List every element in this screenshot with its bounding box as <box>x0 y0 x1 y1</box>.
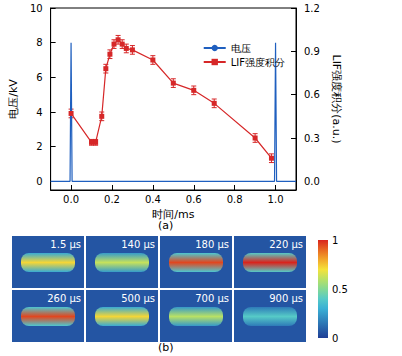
svg-text:电压: 电压 <box>231 43 251 54</box>
svg-text:0.3: 0.3 <box>304 133 320 144</box>
svg-text:0.0: 0.0 <box>63 194 79 205</box>
svg-text:6: 6 <box>36 72 42 83</box>
svg-text:140 μs: 140 μs <box>121 239 155 250</box>
svg-text:0.6: 0.6 <box>304 89 320 100</box>
svg-text:0.2: 0.2 <box>104 194 120 205</box>
svg-text:220 μs: 220 μs <box>269 239 303 250</box>
svg-text:1.2: 1.2 <box>304 3 320 14</box>
svg-text:260 μs: 260 μs <box>47 293 81 304</box>
svg-text:900 μs: 900 μs <box>269 293 303 304</box>
svg-text:时间/ms: 时间/ms <box>152 208 194 221</box>
svg-text:1: 1 <box>332 235 338 246</box>
svg-text:1.5 μs: 1.5 μs <box>50 239 81 250</box>
svg-text:0.5: 0.5 <box>332 284 348 295</box>
svg-text:0: 0 <box>332 333 338 344</box>
svg-text:500 μs: 500 μs <box>121 293 155 304</box>
svg-text:1.0: 1.0 <box>268 194 284 205</box>
svg-text:LIF强度积分(a.u.): LIF强度积分(a.u.) <box>330 55 343 144</box>
svg-text:4: 4 <box>36 107 42 118</box>
svg-text:电压/kV: 电压/kV <box>7 79 20 119</box>
svg-text:2: 2 <box>36 141 42 152</box>
svg-text:0.9: 0.9 <box>304 46 320 57</box>
svg-text:LIF强度积分: LIF强度积分 <box>231 57 285 68</box>
svg-text:0.4: 0.4 <box>145 194 161 205</box>
svg-text:700 μs: 700 μs <box>195 293 229 304</box>
svg-text:0.8: 0.8 <box>227 194 243 205</box>
svg-text:(a): (a) <box>158 219 173 232</box>
svg-text:8: 8 <box>36 37 42 48</box>
svg-text:(b): (b) <box>158 341 174 354</box>
svg-text:0.6: 0.6 <box>186 194 202 205</box>
svg-text:0: 0 <box>36 176 42 187</box>
svg-text:10: 10 <box>30 3 43 14</box>
svg-text:180 μs: 180 μs <box>195 239 229 250</box>
svg-text:0.0: 0.0 <box>304 176 320 187</box>
